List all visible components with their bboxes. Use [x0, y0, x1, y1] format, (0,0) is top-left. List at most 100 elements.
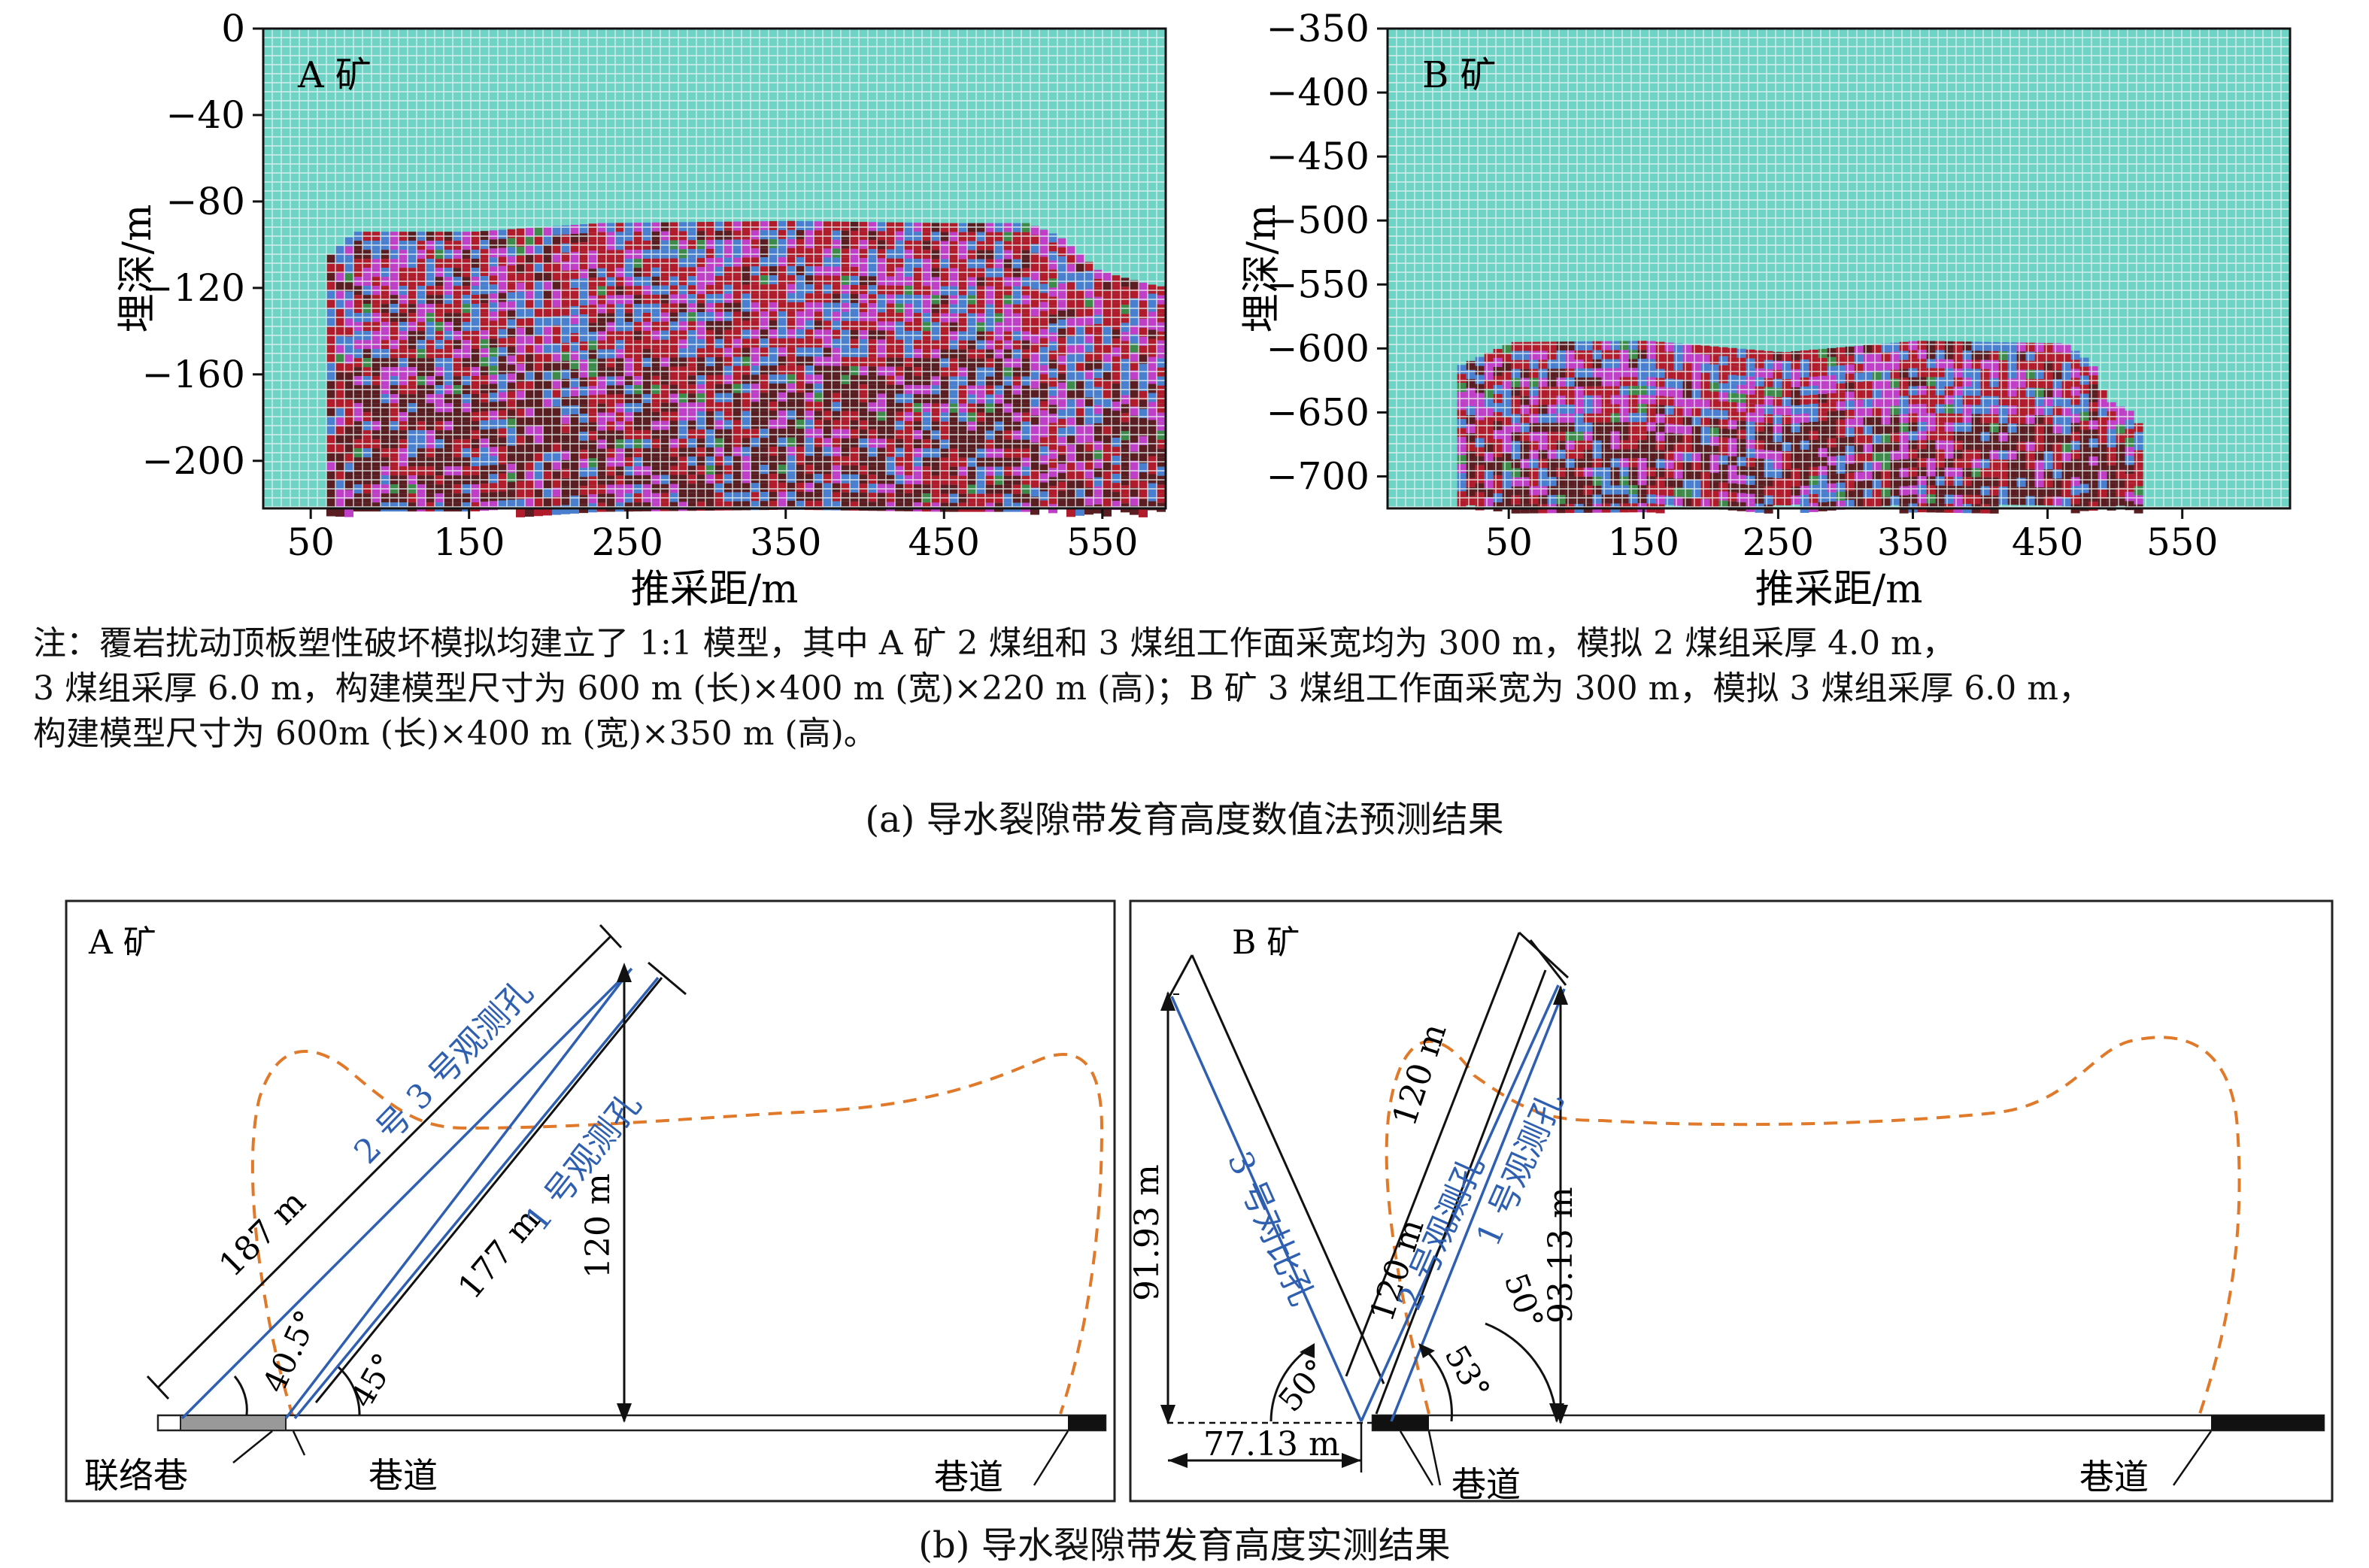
- damage-cell: [841, 365, 850, 375]
- damage-cell: [1520, 450, 1530, 459]
- damage-cell: [570, 468, 579, 478]
- damage-cell: [687, 357, 696, 367]
- damage-cell: [1872, 353, 1882, 362]
- damage-cell: [796, 401, 805, 411]
- damage-cell: [1030, 370, 1039, 380]
- borehole-3-line: [284, 969, 632, 1420]
- damage-cell: [2134, 423, 2143, 432]
- damage-cell: [498, 238, 507, 248]
- damage-cell: [1809, 448, 1818, 458]
- damage-cell: [1130, 289, 1139, 299]
- damage-cell: [687, 222, 696, 232]
- damage-cell: [1529, 387, 1539, 396]
- damage-cell: [687, 438, 696, 448]
- damage-cell: [1998, 414, 2008, 424]
- damage-cell: [1103, 498, 1112, 508]
- borehole-1-line-b: [1390, 988, 1566, 1422]
- damage-cell: [1655, 450, 1665, 459]
- damage-cell: [714, 266, 723, 276]
- damage-cell: [1691, 426, 1701, 435]
- damage-cell: [705, 402, 714, 411]
- damage-cell: [335, 327, 344, 337]
- damage-cell: [1601, 467, 1611, 477]
- damage-cell: [751, 402, 760, 411]
- damage-cell: [1130, 469, 1139, 479]
- damage-cell: [1565, 450, 1575, 459]
- damage-cell: [2061, 416, 2071, 426]
- damage-cell: [1836, 365, 1846, 375]
- damage-cell: [507, 445, 516, 455]
- damage-cell: [1764, 387, 1773, 396]
- damage-cell: [778, 428, 787, 438]
- damage-cell: [552, 496, 561, 506]
- damage-cell: [543, 434, 552, 444]
- damage-cell: [1755, 458, 1764, 468]
- damage-cell: [778, 392, 787, 402]
- damage-cell: [841, 375, 850, 384]
- damage-cell: [1637, 359, 1647, 368]
- damage-cell: [714, 338, 723, 348]
- roadway-block-b2: [2211, 1415, 2324, 1430]
- damage-cell: [1980, 486, 1990, 496]
- damage-cell: [1962, 359, 1972, 369]
- damage-cell: [1103, 299, 1112, 309]
- damage-cell: [1094, 441, 1103, 450]
- damage-cell: [1148, 393, 1157, 402]
- damage-cell: [1755, 449, 1764, 459]
- damage-cell: [335, 499, 344, 508]
- damage-cell: [1075, 362, 1084, 372]
- damage-cell: [1057, 355, 1066, 365]
- damage-cell: [696, 456, 705, 466]
- damage-cell: [696, 231, 705, 241]
- damage-cell: [1980, 396, 1990, 405]
- damage-cell: [1556, 495, 1566, 505]
- damage-cell: [534, 317, 543, 327]
- damage-cell: [2098, 408, 2107, 418]
- damage-cell: [1048, 350, 1057, 360]
- damage-cell: [2061, 488, 2071, 498]
- damage-cell: [1764, 477, 1773, 487]
- damage-cell: [1709, 454, 1719, 464]
- damage-cell: [1112, 275, 1121, 285]
- damage-cell: [1556, 468, 1566, 478]
- damage-cell: [2061, 362, 2071, 372]
- damage-cell: [1637, 368, 1647, 378]
- damage-cell: [1592, 449, 1602, 459]
- damage-cell: [1899, 378, 1909, 387]
- damage-cell: [850, 411, 859, 420]
- damage-cell: [778, 293, 787, 302]
- damage-cell: [1520, 396, 1530, 405]
- damage-cell: [760, 365, 769, 375]
- tunnel-label-b2: 巷道: [2079, 1457, 2149, 1497]
- damage-cell: [1565, 405, 1575, 414]
- y-tick-label: −500: [1266, 199, 1370, 242]
- damage-cell: [696, 285, 705, 295]
- damage-cell: [507, 409, 516, 419]
- damage-cell: [1030, 316, 1039, 326]
- damage-cell: [769, 239, 778, 249]
- damage-cell: [760, 429, 769, 438]
- damage-cell: [326, 281, 335, 291]
- damage-cell: [696, 348, 705, 358]
- damage-cell: [1547, 468, 1557, 478]
- damage-cell: [1619, 413, 1629, 423]
- damage-cell: [769, 266, 778, 276]
- damage-cell: [1039, 356, 1048, 365]
- damage-cell: [498, 473, 507, 483]
- damage-cell: [498, 446, 507, 456]
- damage-cell: [1121, 494, 1130, 504]
- damage-cell: [489, 402, 498, 411]
- damage-cell: [769, 384, 778, 393]
- damage-cell: [480, 447, 489, 457]
- damage-cell: [1691, 444, 1701, 453]
- damage-cell: [1827, 356, 1837, 366]
- damage-cell: [561, 306, 570, 316]
- damage-cell: [1112, 320, 1121, 330]
- damage-cell: [1592, 404, 1602, 414]
- damage-cell: [787, 329, 796, 338]
- damage-cell: [2007, 469, 2017, 478]
- damage-cell: [2107, 465, 2116, 475]
- damage-cell: [714, 438, 723, 447]
- damage-cell: [1574, 476, 1584, 486]
- damage-cell: [588, 395, 597, 405]
